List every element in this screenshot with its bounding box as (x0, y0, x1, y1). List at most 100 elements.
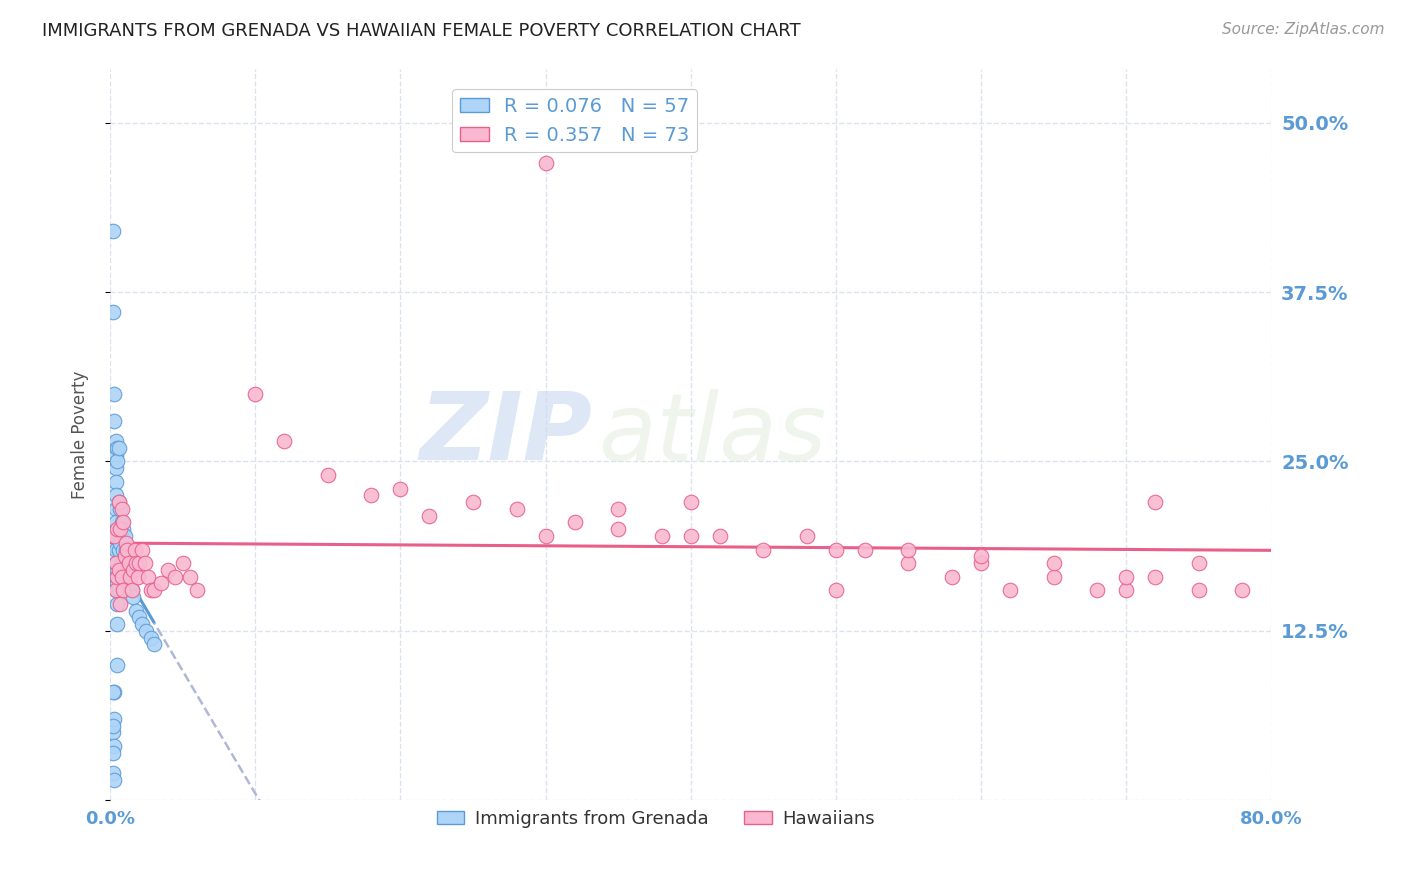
Point (651, 529, 673, 543)
Point (110, 502, 132, 516)
Point (1042, 556, 1064, 570)
Point (104, 529, 127, 543)
Point (112, 516, 135, 530)
Point (104, 488, 127, 502)
Point (104, 583, 127, 598)
Point (752, 542, 775, 557)
Point (897, 556, 920, 570)
Point (607, 522, 630, 536)
Point (607, 502, 630, 516)
Point (115, 535, 138, 549)
Point (853, 542, 876, 557)
Point (157, 563, 180, 577)
Point (112, 569, 135, 583)
Point (970, 549, 993, 564)
Point (110, 597, 132, 611)
Point (101, 685, 124, 699)
Point (505, 502, 527, 516)
Point (101, 719, 124, 733)
Point (679, 529, 702, 543)
Point (360, 488, 382, 502)
Point (107, 495, 129, 509)
Point (127, 569, 149, 583)
Point (124, 542, 146, 557)
Point (117, 556, 139, 570)
Text: IMMIGRANTS FROM GRENADA VS HAWAIIAN FEMALE POVERTY CORRELATION CHART: IMMIGRANTS FROM GRENADA VS HAWAIIAN FEMA… (42, 22, 801, 40)
Point (104, 583, 127, 598)
Point (172, 556, 194, 570)
Point (1188, 583, 1211, 598)
Point (534, 529, 557, 543)
Point (101, 746, 124, 760)
Point (110, 522, 132, 536)
Point (461, 495, 484, 509)
Point (101, 305, 124, 319)
Point (104, 556, 127, 570)
Point (111, 569, 134, 583)
Point (103, 772, 125, 787)
Point (105, 522, 128, 536)
Point (115, 542, 138, 557)
Point (136, 569, 159, 583)
Text: ZIP: ZIP (419, 388, 592, 481)
Point (104, 542, 127, 557)
Point (941, 569, 963, 583)
Point (103, 685, 125, 699)
Point (125, 556, 148, 570)
Point (186, 583, 208, 598)
Point (105, 576, 128, 591)
Point (122, 563, 145, 577)
Point (112, 583, 135, 598)
Point (104, 448, 127, 462)
Point (125, 603, 148, 617)
Point (105, 657, 128, 672)
Point (107, 495, 129, 509)
Point (998, 583, 1021, 598)
Point (104, 502, 127, 516)
Point (103, 739, 125, 753)
Point (179, 569, 201, 583)
Point (104, 556, 127, 570)
Point (564, 516, 586, 530)
Point (107, 441, 129, 455)
Point (679, 495, 702, 509)
Text: atlas: atlas (598, 389, 827, 480)
Point (1085, 583, 1108, 598)
Point (104, 475, 127, 489)
Point (120, 576, 142, 591)
Point (104, 434, 127, 449)
Point (105, 597, 128, 611)
Point (709, 529, 731, 543)
Point (1144, 569, 1167, 583)
Point (131, 542, 153, 557)
Point (105, 441, 128, 455)
Point (316, 468, 339, 483)
Point (134, 556, 156, 570)
Point (111, 556, 134, 570)
Point (120, 569, 142, 583)
Point (114, 563, 136, 577)
Point (103, 529, 125, 543)
Point (825, 583, 848, 598)
Point (114, 529, 136, 543)
Point (105, 569, 128, 583)
Point (110, 535, 132, 549)
Point (796, 529, 818, 543)
Point (118, 569, 141, 583)
Point (104, 461, 127, 475)
Point (122, 590, 145, 604)
Point (105, 454, 128, 468)
Point (117, 542, 139, 557)
Point (104, 569, 127, 583)
Point (118, 556, 141, 570)
Point (273, 434, 295, 449)
Legend: Immigrants from Grenada, Hawaiians: Immigrants from Grenada, Hawaiians (430, 803, 882, 835)
Point (142, 637, 165, 651)
Point (1232, 583, 1254, 598)
Text: Source: ZipAtlas.com: Source: ZipAtlas.com (1222, 22, 1385, 37)
Point (139, 631, 162, 645)
Point (970, 556, 993, 570)
Point (107, 563, 129, 577)
Point (825, 542, 848, 557)
Point (121, 583, 143, 598)
